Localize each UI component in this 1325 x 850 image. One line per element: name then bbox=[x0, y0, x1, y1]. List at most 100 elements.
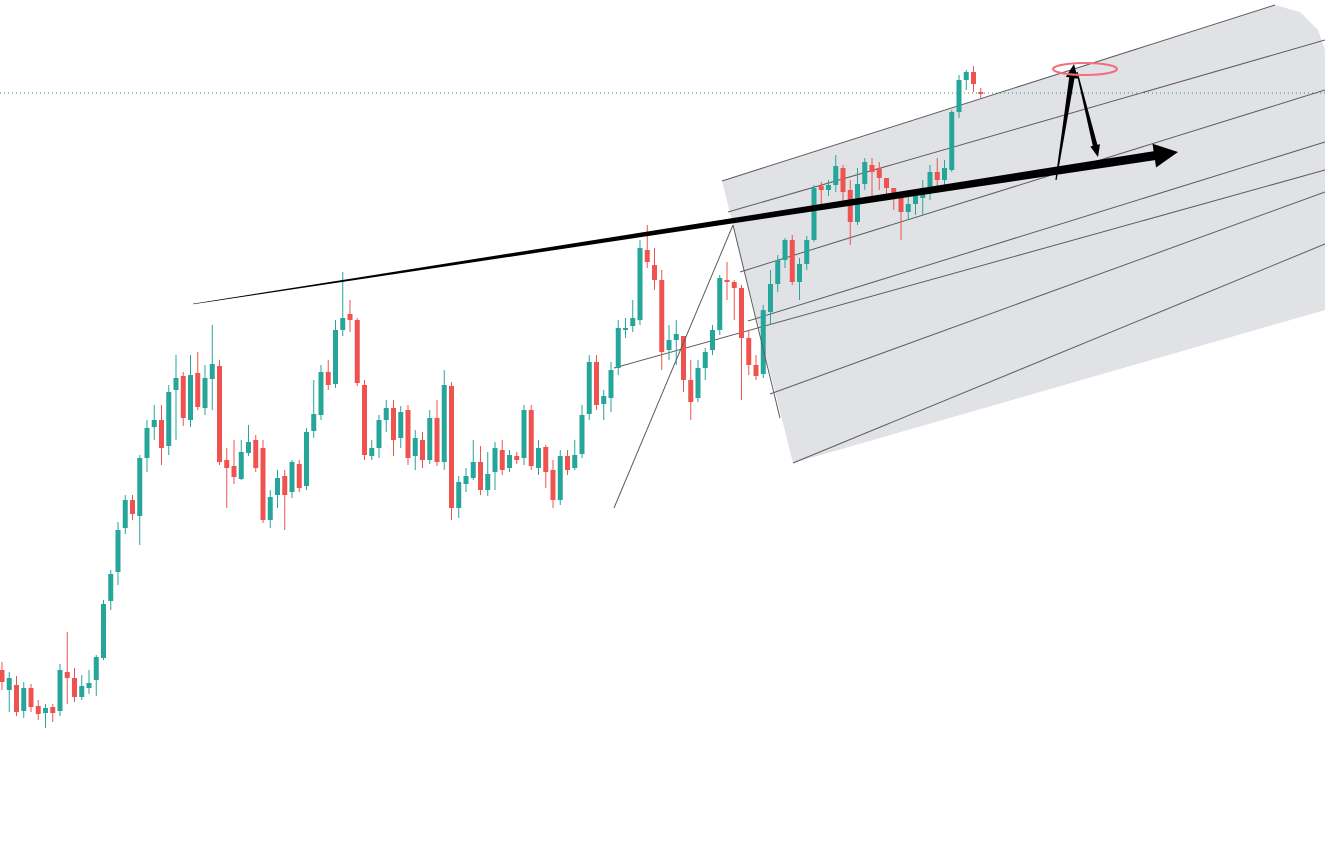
candle-body-18 bbox=[130, 500, 135, 514]
trend-arrow-main[interactable] bbox=[193, 143, 1178, 305]
candle-80 bbox=[579, 405, 585, 458]
candle-body-7 bbox=[50, 707, 56, 713]
candle-body-63 bbox=[456, 482, 462, 508]
candle-body-5 bbox=[35, 706, 41, 714]
candle-29 bbox=[209, 325, 215, 410]
channel-line-0[interactable] bbox=[721, 4, 1276, 182]
candle-body-77 bbox=[557, 456, 563, 500]
candle-98 bbox=[710, 325, 715, 355]
candle-body-3 bbox=[21, 688, 27, 711]
candle-33 bbox=[238, 440, 244, 480]
candle-37 bbox=[267, 490, 273, 528]
candle-120 bbox=[869, 158, 875, 198]
candle-67 bbox=[485, 452, 491, 496]
parallel-channel[interactable] bbox=[613, 4, 1325, 464]
candle-body-115 bbox=[833, 166, 839, 185]
candle-body-62 bbox=[449, 386, 454, 508]
candle-body-108 bbox=[782, 240, 788, 260]
candle-119 bbox=[862, 158, 868, 190]
candle-97 bbox=[702, 348, 708, 380]
candle-body-103 bbox=[746, 338, 752, 365]
candle-86 bbox=[623, 318, 628, 338]
candle-21 bbox=[151, 405, 157, 440]
arrow-down[interactable] bbox=[1076, 71, 1100, 157]
candle-85 bbox=[615, 320, 621, 375]
channel-line-4[interactable] bbox=[769, 191, 1325, 395]
candle-105 bbox=[760, 305, 766, 378]
candle-body-132 bbox=[956, 80, 962, 112]
candle-body-28 bbox=[202, 378, 208, 408]
channel-line-5[interactable] bbox=[792, 243, 1325, 464]
candle-57 bbox=[412, 430, 418, 470]
candle-body-85 bbox=[615, 328, 621, 368]
candle-23 bbox=[166, 385, 172, 455]
candle-body-27 bbox=[195, 373, 201, 407]
candle-body-71 bbox=[514, 456, 520, 460]
candle-78 bbox=[565, 450, 570, 475]
channel-fill bbox=[722, 5, 1325, 463]
candle-14 bbox=[101, 600, 106, 660]
candle-body-116 bbox=[840, 168, 846, 192]
candle-body-37 bbox=[267, 497, 273, 520]
candle-body-2 bbox=[14, 685, 19, 712]
candle-body-32 bbox=[231, 466, 237, 477]
candle-59 bbox=[427, 410, 433, 464]
candle-body-73 bbox=[528, 410, 534, 466]
drawing-annotations[interactable] bbox=[193, 62, 1178, 509]
candle-73 bbox=[528, 405, 534, 470]
candle-body-87 bbox=[630, 318, 636, 326]
candle-body-53 bbox=[383, 408, 389, 420]
candle-108 bbox=[782, 238, 788, 268]
candle-102 bbox=[739, 285, 744, 400]
candle-79 bbox=[572, 440, 578, 470]
candle-49 bbox=[354, 318, 360, 386]
candle-body-22 bbox=[159, 420, 164, 448]
channel-line-1[interactable] bbox=[727, 39, 1325, 213]
candle-body-130 bbox=[942, 168, 947, 180]
candle-body-43 bbox=[311, 414, 317, 431]
channel-line-6[interactable] bbox=[613, 169, 1325, 369]
candle-body-47 bbox=[340, 318, 346, 330]
candle-body-29 bbox=[209, 364, 215, 379]
candle-body-78 bbox=[565, 456, 570, 470]
candle-72 bbox=[521, 405, 527, 465]
candle-128 bbox=[927, 165, 933, 200]
candle-11 bbox=[79, 675, 85, 700]
candle-body-75 bbox=[543, 447, 549, 472]
candle-body-81 bbox=[586, 362, 592, 414]
candle-48 bbox=[347, 300, 353, 332]
candle-body-59 bbox=[427, 418, 433, 460]
channel-line-2[interactable] bbox=[739, 89, 1325, 273]
candle-body-50 bbox=[362, 385, 367, 455]
candle-53 bbox=[383, 400, 389, 432]
highlight-ellipse[interactable] bbox=[1052, 62, 1118, 76]
candle-body-129 bbox=[934, 172, 940, 180]
candle-25 bbox=[180, 372, 186, 426]
candle-body-57 bbox=[412, 438, 418, 456]
candle-77 bbox=[557, 450, 563, 505]
candle-body-13 bbox=[93, 657, 99, 680]
candle-61 bbox=[441, 370, 447, 470]
candle-116 bbox=[840, 165, 846, 205]
trend-line-0[interactable] bbox=[613, 224, 734, 509]
candle-106 bbox=[768, 270, 773, 325]
candle-body-105 bbox=[760, 310, 766, 374]
candle-134 bbox=[971, 66, 976, 92]
candles bbox=[0, 66, 984, 728]
candle-15 bbox=[108, 570, 114, 610]
candle-body-15 bbox=[108, 574, 114, 601]
candle-body-94 bbox=[681, 336, 686, 380]
candle-39 bbox=[282, 470, 288, 530]
candle-body-25 bbox=[180, 376, 186, 418]
candle-2 bbox=[14, 676, 19, 716]
arrow-up[interactable] bbox=[1055, 64, 1078, 181]
candle-93 bbox=[673, 320, 679, 365]
candle-body-6 bbox=[43, 708, 48, 713]
channel-line-3[interactable] bbox=[747, 141, 1325, 322]
candle-body-70 bbox=[507, 455, 512, 468]
candle-41 bbox=[296, 460, 302, 492]
candle-body-99 bbox=[717, 278, 723, 330]
trend-line-1[interactable] bbox=[732, 224, 781, 419]
